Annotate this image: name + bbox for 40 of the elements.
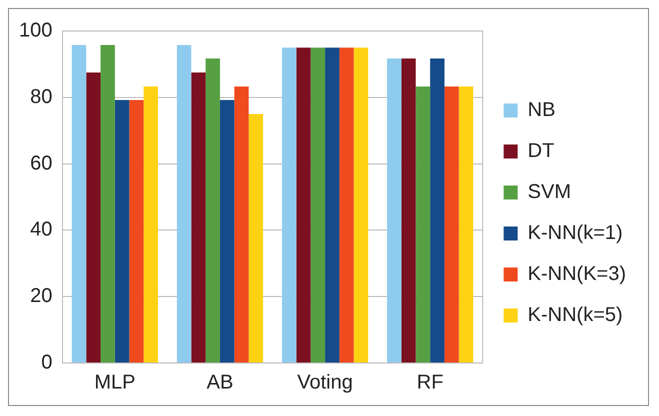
x-tick-label: AB xyxy=(206,372,234,394)
bar xyxy=(248,114,264,362)
legend-label: K-NN(k=5) xyxy=(528,304,623,326)
bar xyxy=(86,72,101,362)
legend-label: K-NN(K=3) xyxy=(528,263,626,286)
bar xyxy=(339,48,354,362)
x-tick-label: MLP xyxy=(94,372,136,394)
y-tick-label: 60 xyxy=(30,152,52,174)
y-tick-label: 100 xyxy=(18,20,52,42)
y-tick-label: 40 xyxy=(30,218,52,241)
bar xyxy=(416,86,430,362)
bar xyxy=(176,44,192,362)
legend-label: K-NN(k=1) xyxy=(528,222,623,244)
x-tick-label: RF xyxy=(416,372,444,394)
bar xyxy=(129,100,144,362)
legend-label: NB xyxy=(528,99,556,122)
bar xyxy=(354,48,368,362)
y-tick-label: 20 xyxy=(30,285,52,308)
bar xyxy=(444,86,459,362)
y-tick-label: 80 xyxy=(30,86,52,108)
bar xyxy=(191,72,206,362)
legend-label: SVM xyxy=(528,181,571,204)
bar xyxy=(325,48,340,362)
bar xyxy=(234,86,249,362)
bar xyxy=(72,44,86,362)
bar xyxy=(114,100,130,362)
legend-label: DT xyxy=(528,140,554,162)
bar xyxy=(387,58,402,362)
bar xyxy=(206,58,220,362)
bar xyxy=(401,58,416,362)
bar xyxy=(144,86,158,362)
bar xyxy=(296,48,311,362)
bar xyxy=(430,58,444,362)
bar xyxy=(282,48,296,362)
bar xyxy=(458,86,474,362)
bar xyxy=(100,44,115,362)
bar xyxy=(310,48,326,362)
x-tick-label: Voting xyxy=(297,372,353,394)
y-tick-label: 0 xyxy=(41,352,52,374)
bar xyxy=(220,100,234,362)
